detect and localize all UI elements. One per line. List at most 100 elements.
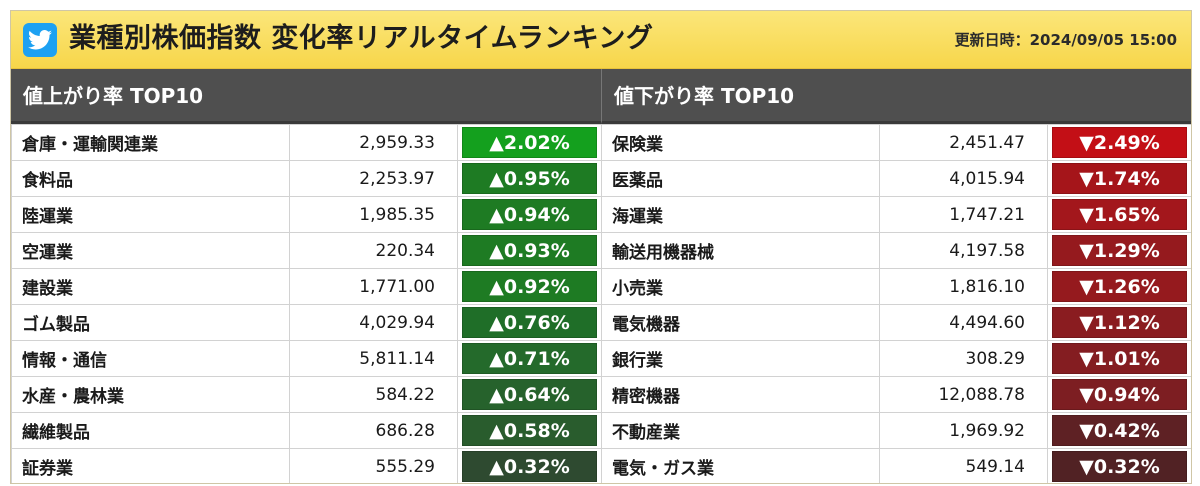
sector-name: 水産・農林業 [11,376,290,413]
change-badge: ▼1.29% [1052,235,1187,266]
table-row: 情報・通信 5,811.14 ▲0.71% [11,340,602,377]
index-value: 555.29 [289,448,458,483]
index-value: 4,015.94 [879,160,1048,197]
update-value: 2024/09/05 15:00 [1029,31,1177,49]
table-row: ゴム製品 4,029.94 ▲0.76% [11,304,602,341]
change-cell: ▲0.94% [457,196,602,233]
table-row: 空運業 220.34 ▲0.93% [11,232,602,269]
change-cell: ▼1.01% [1047,340,1191,377]
sector-name: 輸送用機器械 [601,232,880,269]
change-cell: ▼1.26% [1047,268,1191,305]
sector-name: 保険業 [601,124,880,161]
sector-name: 食料品 [11,160,290,197]
losers-heading: 値下がり率 TOP10 [601,69,1191,124]
change-cell: ▲0.93% [457,232,602,269]
table-row: 繊維製品 686.28 ▲0.58% [11,412,602,449]
change-badge: ▼0.42% [1052,415,1187,446]
index-value: 2,959.33 [289,124,458,161]
change-cell: ▼1.29% [1047,232,1191,269]
sector-name: 電気機器 [601,304,880,341]
change-badge: ▲0.92% [462,271,597,302]
sector-name: 電気・ガス業 [601,448,880,483]
table-row: 食料品 2,253.97 ▲0.95% [11,160,602,197]
change-badge: ▲2.02% [462,127,597,158]
index-value: 1,816.10 [879,268,1048,305]
sector-name: 銀行業 [601,340,880,377]
index-value: 5,811.14 [289,340,458,377]
change-cell: ▼1.74% [1047,160,1191,197]
update-label: 更新日時： [954,31,1030,49]
change-cell: ▲0.95% [457,160,602,197]
change-badge: ▲0.93% [462,235,597,266]
gainers-panel: 値上がり率 TOP10 倉庫・運輸関連業 2,959.33 ▲2.02% 食料品 2,2… [11,69,602,483]
change-badge: ▼1.74% [1052,163,1187,194]
change-cell: ▼0.42% [1047,412,1191,449]
change-cell: ▲0.64% [457,376,602,413]
change-cell: ▼2.49% [1047,124,1191,161]
index-value: 220.34 [289,232,458,269]
change-badge: ▲0.95% [462,163,597,194]
change-cell: ▲0.32% [457,448,602,483]
index-value: 4,494.60 [879,304,1048,341]
table-row: 建設業 1,771.00 ▲0.92% [11,268,602,305]
index-value: 2,253.97 [289,160,458,197]
gainers-table: 倉庫・運輸関連業 2,959.33 ▲2.02% 食料品 2,253.97 ▲0.95% 陸… [11,124,602,483]
sector-name: 倉庫・運輸関連業 [11,124,290,161]
table-row: 小売業 1,816.10 ▼1.26% [601,268,1191,305]
change-cell: ▲2.02% [457,124,602,161]
index-value: 584.22 [289,376,458,413]
change-badge: ▲0.64% [462,379,597,410]
change-badge: ▼2.49% [1052,127,1187,158]
sector-name: 小売業 [601,268,880,305]
table-row: 水産・農林業 584.22 ▲0.64% [11,376,602,413]
change-badge: ▼1.65% [1052,199,1187,230]
change-badge: ▲0.32% [462,451,597,482]
sector-name: 不動産業 [601,412,880,449]
change-badge: ▲0.76% [462,307,597,338]
change-badge: ▲0.71% [462,343,597,374]
table-row: 倉庫・運輸関連業 2,959.33 ▲2.02% [11,124,602,161]
sector-name: 証券業 [11,448,290,483]
index-value: 2,451.47 [879,124,1048,161]
sector-name: 繊維製品 [11,412,290,449]
sector-name: 情報・通信 [11,340,290,377]
index-value: 1,747.21 [879,196,1048,233]
twitter-icon[interactable] [23,23,57,57]
change-cell: ▲0.76% [457,304,602,341]
change-badge: ▲0.58% [462,415,597,446]
sector-name: 海運業 [601,196,880,233]
change-badge: ▲0.94% [462,199,597,230]
change-cell: ▲0.92% [457,268,602,305]
change-cell: ▼1.12% [1047,304,1191,341]
sector-name: 医薬品 [601,160,880,197]
table-row: 精密機器 12,088.78 ▼0.94% [601,376,1191,413]
table-row: 保険業 2,451.47 ▼2.49% [601,124,1191,161]
index-value: 686.28 [289,412,458,449]
gainers-heading: 値上がり率 TOP10 [11,69,601,124]
index-value: 308.29 [879,340,1048,377]
index-value: 549.14 [879,448,1048,483]
table-row: 銀行業 308.29 ▼1.01% [601,340,1191,377]
change-cell: ▲0.71% [457,340,602,377]
change-badge: ▼1.12% [1052,307,1187,338]
sector-name: 陸運業 [11,196,290,233]
index-value: 1,985.35 [289,196,458,233]
change-cell: ▼1.65% [1047,196,1191,233]
losers-panel: 値下がり率 TOP10 保険業 2,451.47 ▼2.49% 医薬品 4,015.94… [601,69,1191,483]
sector-name: 建設業 [11,268,290,305]
header-bar: 業種別株価指数 変化率リアルタイムランキング 更新日時：2024/09/05 1… [11,11,1191,69]
change-cell: ▼0.94% [1047,376,1191,413]
sector-name: 精密機器 [601,376,880,413]
change-badge: ▼0.32% [1052,451,1187,482]
update-timestamp: 更新日時：2024/09/05 15:00 [955,28,1177,52]
change-cell: ▲0.58% [457,412,602,449]
table-row: 海運業 1,747.21 ▼1.65% [601,196,1191,233]
change-badge: ▼0.94% [1052,379,1187,410]
sector-name: 空運業 [11,232,290,269]
table-row: 陸運業 1,985.35 ▲0.94% [11,196,602,233]
change-badge: ▼1.26% [1052,271,1187,302]
index-value: 12,088.78 [879,376,1048,413]
page-title: 業種別株価指数 変化率リアルタイムランキング [69,23,654,54]
change-badge: ▼1.01% [1052,343,1187,374]
losers-table: 保険業 2,451.47 ▼2.49% 医薬品 4,015.94 ▼1.74% 海運業 1,7… [601,124,1191,483]
